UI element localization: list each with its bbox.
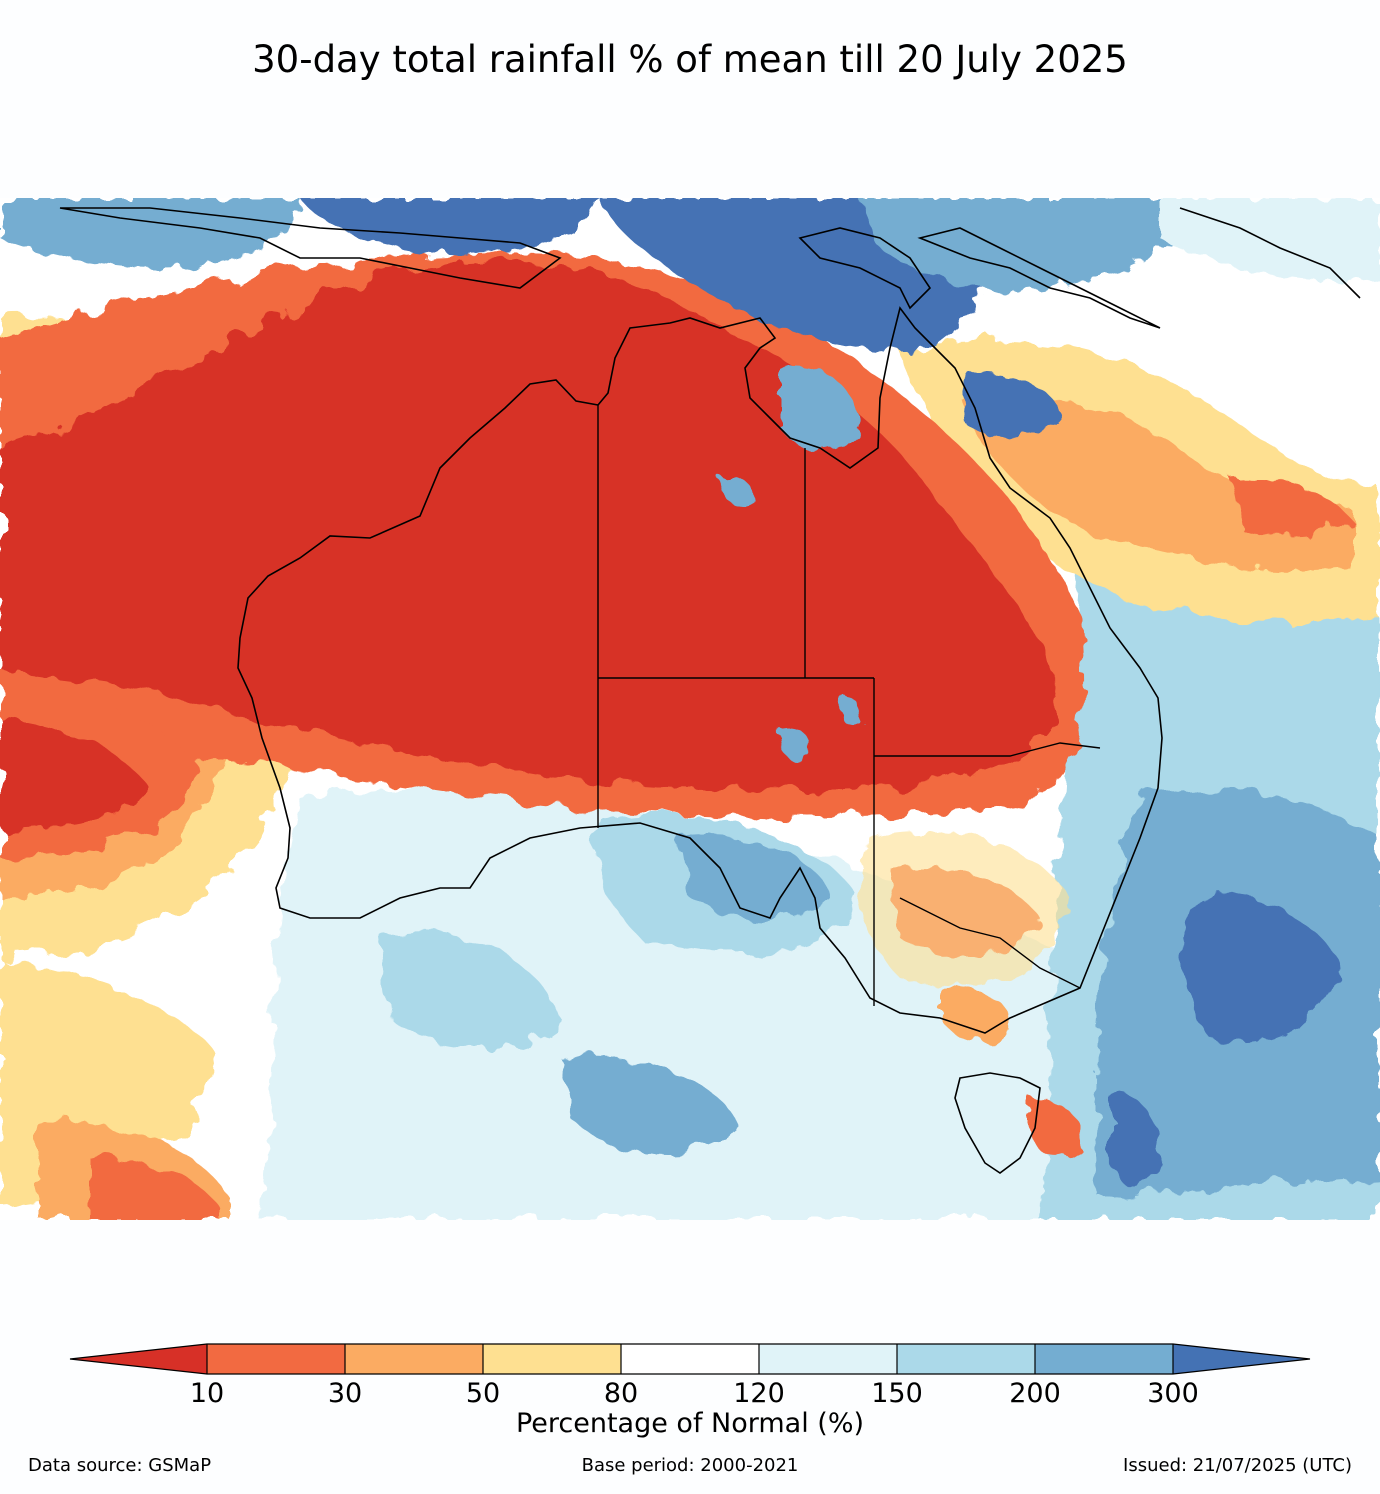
tick-label-80: 80 [603,1378,639,1409]
indonesia-coastline [59,207,1361,299]
tasmania-coastline [954,1072,1041,1174]
colorbar-150-200 [897,1344,1035,1374]
chart-title: 30-day total rainfall % of mean till 20 … [252,38,1128,81]
colorbar-lt10 [70,1344,207,1374]
se-dry-yellow [860,831,1070,986]
timor-wet-2 [300,198,600,254]
bight-very-wet [680,836,830,921]
data-source: Data source: GSMaP [28,1455,212,1476]
tasman-core-wet [1186,896,1340,1045]
tick-label-300: 300 [1147,1378,1199,1409]
colorbar-gt300 [1173,1344,1310,1374]
rainfall-field-detail [0,198,1380,1159]
australia-coastline [237,306,1163,1034]
tick-label-30: 30 [327,1378,363,1409]
base-period: Base period: 2000-2021 [581,1455,799,1476]
west-dry-extension-red [0,718,150,828]
png-coastline [798,227,1161,329]
sw-ocean-driest [90,1158,220,1220]
colorbar [69,1343,1311,1375]
tick-label-10: 10 [189,1378,225,1409]
timor-wet [0,198,300,268]
tick-label-120: 120 [733,1378,785,1409]
coastlines [59,207,1361,1174]
south-ocean-patch-2 [560,1056,740,1154]
tick-label-50: 50 [465,1378,501,1409]
colorbar-120-150 [759,1344,897,1374]
central-wet-cell-2 [779,727,811,762]
tasmania-east-dry [1030,1097,1081,1159]
rainfall-map [0,198,1380,1220]
nsw-vic-border [899,897,1081,989]
tick-label-150: 150 [871,1378,923,1409]
rainfall-field [0,252,1380,1220]
tasmania-sea-wet [1110,1096,1160,1188]
qld-coast-wet [960,375,1060,438]
south-ocean-patch [380,932,560,1048]
central-wet-cell-3 [839,697,862,726]
png-coast-light [1160,198,1380,281]
state-borders [597,405,1101,1006]
tick-label-200: 200 [1009,1378,1061,1409]
papua-wet-edge [860,198,1200,291]
colorbar-80-120 [621,1344,759,1374]
colorbar-10-30 [207,1344,345,1374]
colorbar-label: Percentage of Normal (%) [515,1408,865,1439]
qld-nsw-border [874,742,1101,757]
colorbar-200-300 [1035,1344,1173,1374]
gulf-wet [780,366,860,451]
central-wet-cell [720,477,756,507]
coral-sea-driest [1230,477,1350,539]
issued-date: Issued: 21/07/2025 (UTC) [1123,1455,1352,1476]
colorbar-30-50 [345,1344,483,1374]
colorbar-50-80 [483,1344,621,1374]
